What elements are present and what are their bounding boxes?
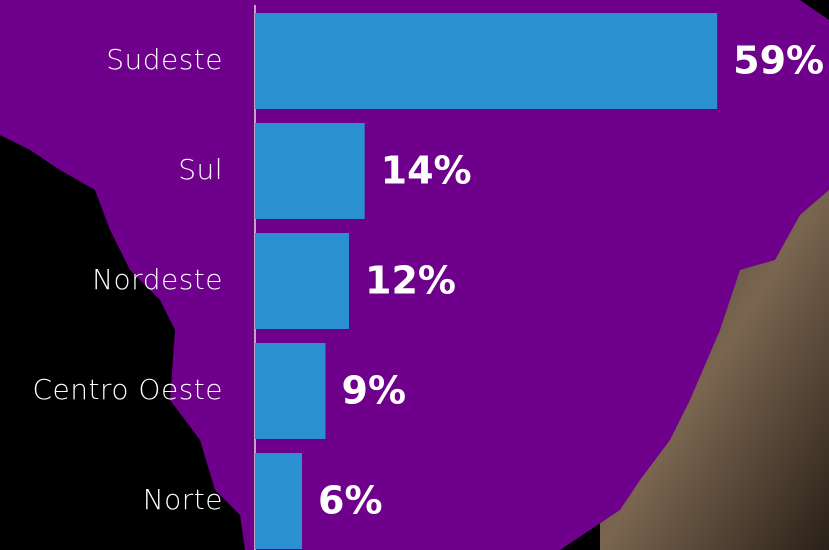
- bar: [255, 343, 326, 439]
- bar: [255, 233, 349, 329]
- value-label: 59%: [733, 39, 824, 83]
- chart: Sudeste 59% Sul 14% Nordeste 12% Centro Oeste 9…: [0, 0, 829, 550]
- value-label: 12%: [365, 259, 456, 303]
- value-label: 14%: [381, 149, 472, 193]
- value-label: 6%: [318, 479, 383, 523]
- category-label: Sudeste: [106, 43, 223, 76]
- bar: [255, 453, 302, 549]
- page: {"chart_data": {"type": "bar", "orientat…: [0, 0, 829, 550]
- bar: [255, 13, 717, 109]
- value-label: 9%: [342, 369, 407, 413]
- bar: [255, 123, 365, 219]
- category-label: Centro Oeste: [33, 373, 224, 406]
- category-label: Norte: [143, 483, 223, 516]
- category-label: Sul: [178, 153, 223, 186]
- category-label: Nordeste: [92, 263, 223, 296]
